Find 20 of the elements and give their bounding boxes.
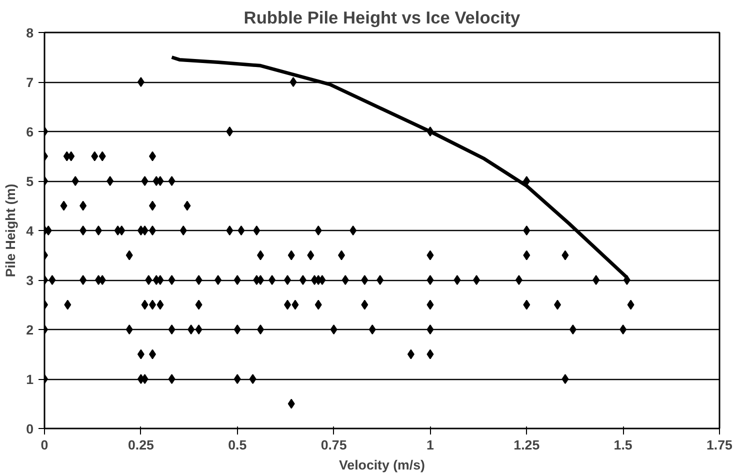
y-axis-title: Pile Height (m) — [3, 184, 18, 278]
x-tick-label: 1.25 — [514, 438, 540, 452]
y-tick-label: 6 — [26, 124, 34, 140]
y-tick-label: 4 — [26, 224, 34, 238]
x-tick-label: 1.5 — [614, 438, 633, 452]
y-tick-label: 0 — [26, 422, 34, 436]
x-tick-label: 1 — [426, 438, 435, 452]
x-tick-label: 0.25 — [128, 438, 154, 452]
x-axis-title: Velocity (m/s) — [339, 458, 425, 472]
y-tick-label: 7 — [26, 75, 34, 90]
y-tick-label: 3 — [26, 273, 34, 288]
x-tick-label: 0.5 — [228, 438, 248, 452]
y-tick-label: 2 — [26, 322, 34, 338]
x-tick-label: 1.75 — [706, 438, 734, 452]
chart-title: Rubble Pile Height vs Ice Velocity — [244, 8, 521, 28]
x-tick-label: 0 — [40, 438, 48, 452]
x-tick-label: 0.75 — [320, 438, 348, 452]
y-tick-label: 5 — [26, 174, 34, 189]
y-tick-label: 8 — [26, 26, 34, 40]
y-tick-label: 1 — [26, 372, 34, 387]
